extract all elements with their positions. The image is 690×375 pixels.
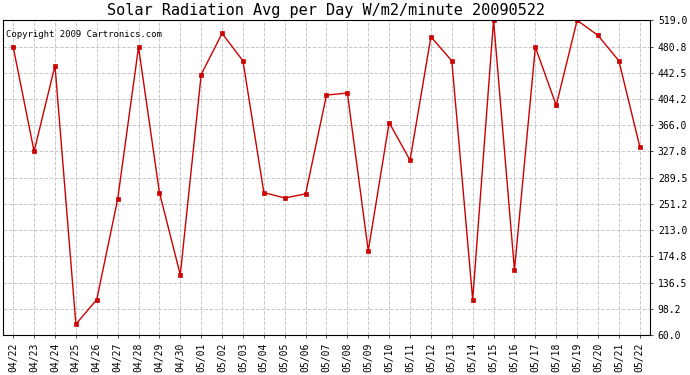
Title: Solar Radiation Avg per Day W/m2/minute 20090522: Solar Radiation Avg per Day W/m2/minute … <box>108 3 546 18</box>
Text: Copyright 2009 Cartronics.com: Copyright 2009 Cartronics.com <box>6 30 162 39</box>
